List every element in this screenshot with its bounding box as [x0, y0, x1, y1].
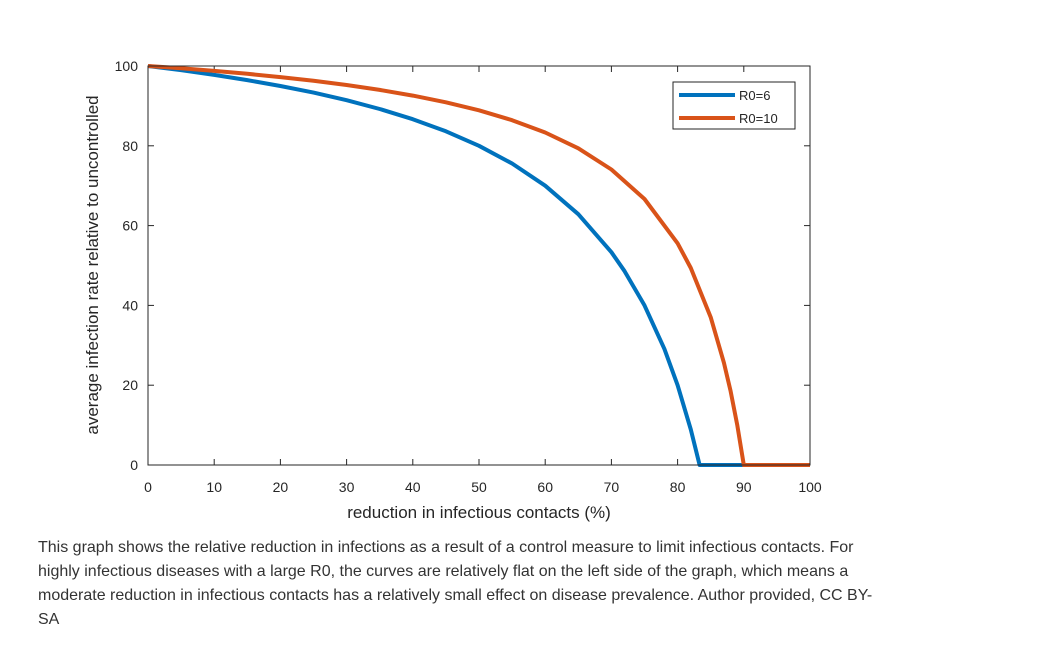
y-tick-label: 60: [122, 218, 138, 234]
y-tick-label: 40: [122, 297, 138, 313]
x-tick-label: 30: [339, 479, 355, 495]
plot-frame: [147, 65, 811, 466]
x-axis-label: reduction in infectious contacts (%): [347, 503, 611, 522]
x-tick-label: 50: [471, 479, 487, 495]
series-line-r0-10: [147, 64, 810, 467]
x-tick-label: 0: [144, 479, 152, 495]
legend-label-r0-10: R0=10: [739, 111, 778, 126]
y-tick-label: 20: [122, 377, 138, 393]
chart: 0 10 20 30 40 50 60 70 80 90 100 0 20 40 60 80 100 R0=6 …: [83, 58, 822, 522]
y-tick-label: 0: [130, 457, 138, 473]
x-tick-label: 10: [206, 479, 222, 495]
x-tick-label: 90: [736, 479, 752, 495]
legend-label-r0-6: R0=6: [739, 88, 770, 103]
x-tick-label: 70: [604, 479, 620, 495]
legend-box: [672, 81, 796, 130]
x-tick-label: 40: [405, 479, 421, 495]
legend: R0=6 R0=10: [672, 81, 796, 130]
y-tick-label: 100: [115, 58, 139, 74]
figure-caption: This graph shows the relative reduction …: [38, 539, 873, 628]
y-axis-label: average infection rate relative to uncon…: [83, 95, 102, 434]
y-tick-label: 80: [122, 138, 138, 154]
x-tick-label: 80: [670, 479, 686, 495]
x-tick-label: 100: [798, 479, 822, 495]
x-tick-label: 60: [537, 479, 553, 495]
x-tick-label: 20: [273, 479, 289, 495]
